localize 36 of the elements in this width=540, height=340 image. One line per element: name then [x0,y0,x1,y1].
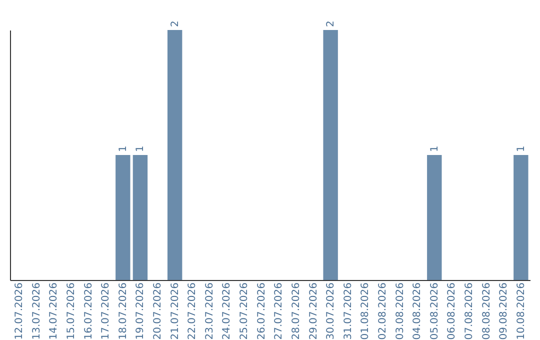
x-tick-label: 01.08.2026 [360,282,372,340]
x-tick-label: 29.07.2026 [308,282,320,340]
x-tick-label: 18.07.2026 [118,282,129,340]
x-tick-label: 08.08.2026 [481,282,492,340]
data-label: 1 [429,146,440,152]
x-tick-label: 27.07.2026 [274,282,285,340]
data-label: 1 [135,146,146,152]
x-tick-label: 17.07.2026 [100,282,112,340]
x-tick-label: 03.08.2026 [394,282,406,340]
x-tick-label: 26.07.2026 [256,282,268,340]
x-tick-label: 22.07.2026 [187,282,198,340]
x-tick-label: 07.08.2026 [464,282,475,340]
x-tick-label: 16.07.2026 [83,282,94,340]
x-tick-label: 05.08.2026 [429,282,440,340]
x-tick-label: 30.07.2026 [326,282,337,340]
x-tick-label: 31.07.2026 [342,282,354,340]
x-tick-label: 23.07.2026 [204,282,216,340]
x-tick-label: 06.08.2026 [446,282,458,340]
x-tick-label: 25.07.2026 [239,282,250,340]
x-tick-label: 09.08.2026 [498,282,510,340]
data-label: 1 [516,146,527,152]
x-tick-label: 19.07.2026 [135,282,146,340]
x-tick-label: 12.07.2026 [14,282,26,340]
x-tick-label: 15.07.2026 [66,282,77,340]
x-tick-label: 14.07.2026 [48,282,60,340]
x-tick-label: 13.07.2026 [31,282,42,340]
data-label: 2 [326,20,337,27]
x-tick-label: 20.07.2026 [152,282,164,340]
x-tick-label: 02.08.2026 [377,282,388,340]
data-label: 1 [118,146,129,152]
x-tick-label: 10.08.2026 [516,282,527,340]
x-tick-label: 24.07.2026 [222,282,233,340]
data-label: 2 [170,20,181,27]
x-tick-label: 28.07.2026 [290,282,302,340]
x-tick-label: 04.08.2026 [412,282,424,340]
x-tick-label: 21.07.2026 [170,282,181,340]
